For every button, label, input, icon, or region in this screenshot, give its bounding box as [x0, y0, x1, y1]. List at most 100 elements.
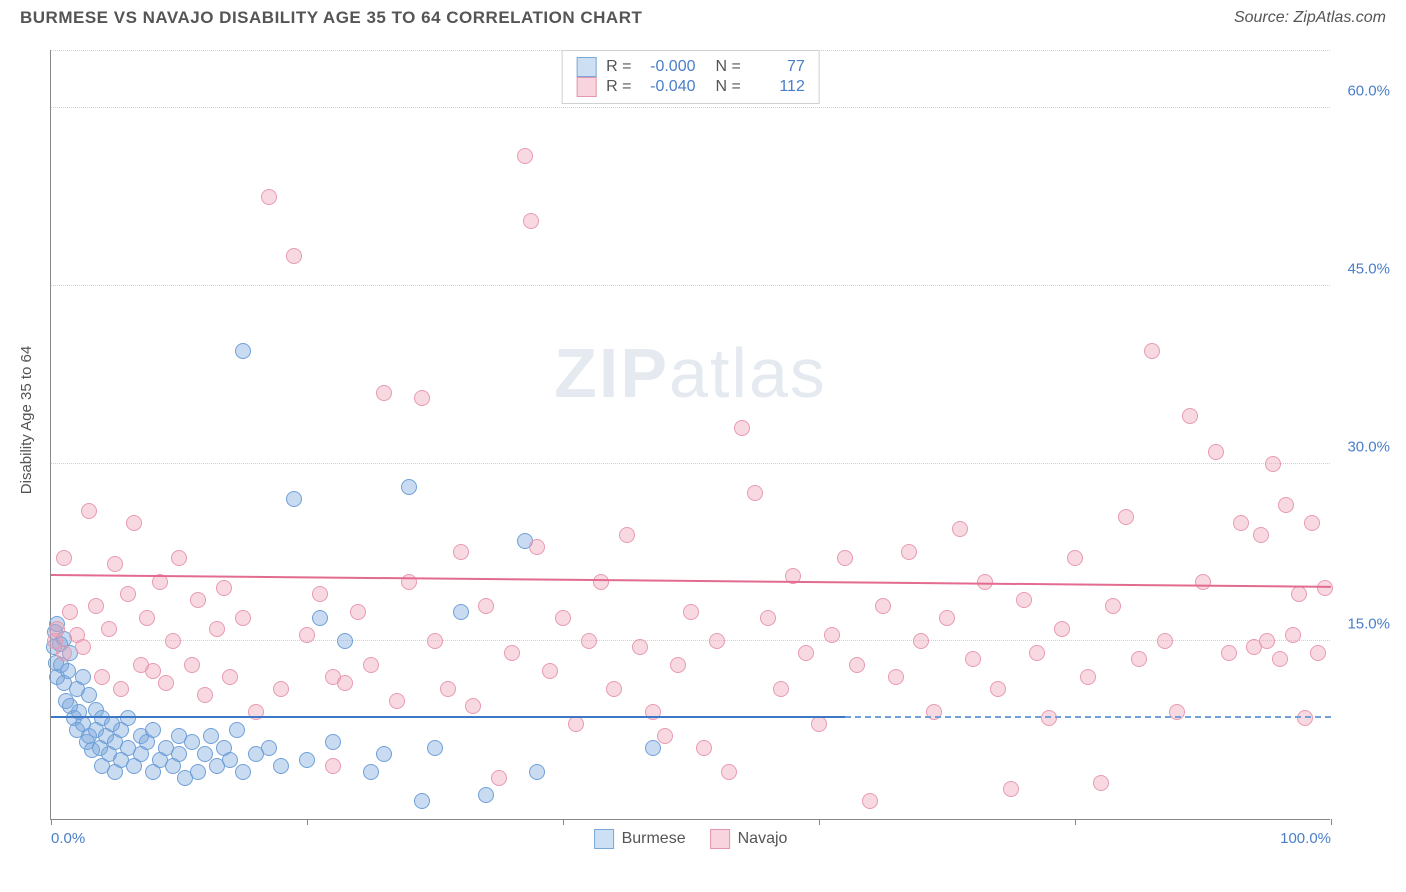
data-point — [760, 610, 776, 626]
data-point — [837, 550, 853, 566]
trend-line — [51, 716, 845, 718]
data-point — [1272, 651, 1288, 667]
data-point — [165, 633, 181, 649]
source-attribution: Source: ZipAtlas.com — [1234, 9, 1386, 27]
data-point — [56, 550, 72, 566]
trend-line-dashed — [845, 716, 1331, 718]
data-point — [849, 657, 865, 673]
data-point — [478, 787, 494, 803]
data-point — [145, 663, 161, 679]
data-point — [990, 681, 1006, 697]
data-point — [62, 604, 78, 620]
data-point — [1003, 781, 1019, 797]
data-point — [414, 793, 430, 809]
x-tick — [1075, 819, 1076, 825]
data-point — [1093, 775, 1109, 791]
data-point — [312, 610, 328, 626]
data-point — [1080, 669, 1096, 685]
data-point — [273, 681, 289, 697]
data-point — [60, 663, 76, 679]
data-point — [491, 770, 507, 786]
data-point — [229, 722, 245, 738]
data-point — [184, 657, 200, 673]
y-axis-label: Disability Age 35 to 64 — [18, 346, 35, 494]
data-point — [1029, 645, 1045, 661]
data-point — [965, 651, 981, 667]
data-point — [312, 586, 328, 602]
data-point — [683, 604, 699, 620]
data-point — [1221, 645, 1237, 661]
x-tick — [1331, 819, 1332, 825]
data-point — [721, 764, 737, 780]
data-point — [286, 248, 302, 264]
data-point — [216, 580, 232, 596]
data-point — [747, 485, 763, 501]
data-point — [88, 598, 104, 614]
data-point — [209, 621, 225, 637]
gridline — [51, 285, 1330, 286]
data-point — [171, 550, 187, 566]
legend-item: Navajo — [710, 829, 788, 849]
data-point — [568, 716, 584, 732]
data-point — [440, 681, 456, 697]
data-point — [81, 503, 97, 519]
data-point — [529, 764, 545, 780]
data-point — [632, 639, 648, 655]
data-point — [139, 610, 155, 626]
data-point — [939, 610, 955, 626]
data-point — [197, 746, 213, 762]
data-point — [414, 390, 430, 406]
data-point — [1317, 580, 1333, 596]
data-point — [798, 645, 814, 661]
data-point — [120, 710, 136, 726]
data-point — [337, 633, 353, 649]
data-point — [299, 627, 315, 643]
data-point — [478, 598, 494, 614]
data-point — [824, 627, 840, 643]
data-point — [235, 764, 251, 780]
data-point — [158, 675, 174, 691]
data-point — [56, 645, 72, 661]
data-point — [197, 687, 213, 703]
data-point — [1233, 515, 1249, 531]
data-point — [1195, 574, 1211, 590]
data-point — [350, 604, 366, 620]
data-point — [1157, 633, 1173, 649]
data-point — [1297, 710, 1313, 726]
data-point — [1041, 710, 1057, 726]
data-point — [75, 639, 91, 655]
data-point — [1144, 343, 1160, 359]
legend-swatch — [710, 829, 730, 849]
data-point — [1054, 621, 1070, 637]
data-point — [376, 385, 392, 401]
data-point — [504, 645, 520, 661]
data-point — [94, 669, 110, 685]
data-point — [120, 586, 136, 602]
data-point — [171, 746, 187, 762]
data-point — [1067, 550, 1083, 566]
data-point — [657, 728, 673, 744]
data-point — [1291, 586, 1307, 602]
data-point — [1265, 456, 1281, 472]
data-point — [145, 722, 161, 738]
data-point — [523, 213, 539, 229]
data-point — [427, 740, 443, 756]
data-point — [1310, 645, 1326, 661]
data-point — [453, 544, 469, 560]
series-swatch — [576, 77, 596, 97]
stats-row: R =-0.040N =112 — [576, 77, 805, 97]
data-point — [1016, 592, 1032, 608]
data-point — [261, 740, 277, 756]
data-point — [325, 734, 341, 750]
gridline — [51, 107, 1330, 108]
data-point — [529, 539, 545, 555]
x-tick-label: 0.0% — [51, 830, 85, 847]
data-point — [190, 764, 206, 780]
data-point — [888, 669, 904, 685]
data-point — [453, 604, 469, 620]
data-point — [337, 675, 353, 691]
data-point — [670, 657, 686, 673]
stats-row: R =-0.000N =77 — [576, 57, 805, 77]
data-point — [235, 343, 251, 359]
data-point — [875, 598, 891, 614]
